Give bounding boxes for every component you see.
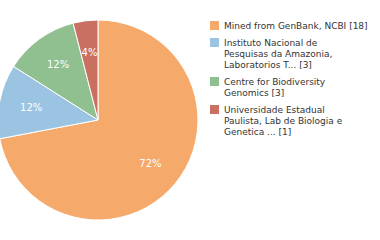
legend-swatch bbox=[210, 105, 219, 114]
legend-label: Mined from GenBank, NCBI [18] bbox=[224, 21, 368, 31]
data-label: 4% bbox=[82, 47, 98, 58]
legend: Mined from GenBank, NCBI [18] Instituto N… bbox=[210, 21, 368, 137]
data-label: 72% bbox=[139, 158, 161, 169]
slices bbox=[0, 20, 198, 220]
legend-label: Centre for BiodiversityGenomics [3] bbox=[224, 77, 326, 98]
data-labels: 72% 12% 12% 4% bbox=[20, 47, 161, 169]
data-label: 12% bbox=[47, 59, 69, 70]
chart: 72% 12% 12% 4% Mined from GenBank, NCBI [18]… bbox=[0, 0, 380, 240]
data-label: 12% bbox=[20, 102, 42, 113]
legend-label: Universidade EstadualPaulista, Lab de Bi… bbox=[224, 105, 343, 137]
pie-slice bbox=[73, 20, 98, 120]
legend-swatch bbox=[210, 21, 219, 30]
legend-swatch bbox=[210, 38, 219, 47]
legend-swatch bbox=[210, 77, 219, 86]
legend-label: Instituto Nacional dePesquisas da Amazon… bbox=[224, 38, 332, 70]
